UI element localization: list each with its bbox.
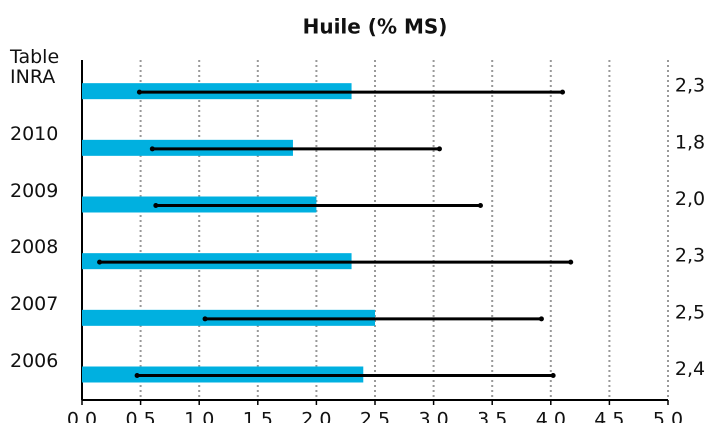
category-label: 2010 (10, 122, 59, 145)
x-tick-label: 4,0 (536, 409, 566, 423)
x-tick-label: 2,0 (301, 409, 331, 423)
value-label: 2,0 (675, 188, 705, 210)
category-label: 2006 (10, 349, 59, 372)
range-high (477, 203, 483, 208)
range-low (134, 373, 140, 378)
range-low (136, 89, 142, 95)
range-high (560, 89, 566, 95)
value-label: 1,8 (675, 131, 705, 153)
x-tick-label: 2,5 (360, 409, 390, 423)
value-label: 2,3 (675, 75, 705, 97)
range-low (202, 316, 208, 322)
range-high (436, 146, 442, 152)
range-low (153, 203, 159, 208)
x-tick-label: 0,0 (67, 409, 97, 423)
range-high (568, 259, 574, 265)
chart-title: Huile (% MS) (303, 15, 448, 39)
x-tick-label: 5,0 (653, 409, 683, 423)
value-label: 2,5 (675, 301, 705, 323)
range-low (97, 259, 103, 265)
x-tick-label: 3,5 (477, 409, 507, 423)
category-label: 2009 (10, 179, 59, 202)
value-label: 2,4 (675, 358, 705, 380)
x-tick-label: 1,0 (184, 409, 214, 423)
range-high (538, 316, 544, 322)
category-label: 2007 (10, 292, 59, 315)
x-tick-label: 0,5 (125, 409, 155, 423)
x-tick-label: 3,0 (418, 409, 448, 423)
category-label: 2008 (10, 236, 59, 259)
range-low (149, 146, 155, 152)
x-tick-label: 4,5 (594, 409, 624, 423)
value-label: 2,3 (675, 245, 705, 267)
category-label: Table INRA (10, 46, 60, 89)
range-high (550, 373, 556, 378)
x-tick-label: 1,5 (243, 409, 273, 423)
